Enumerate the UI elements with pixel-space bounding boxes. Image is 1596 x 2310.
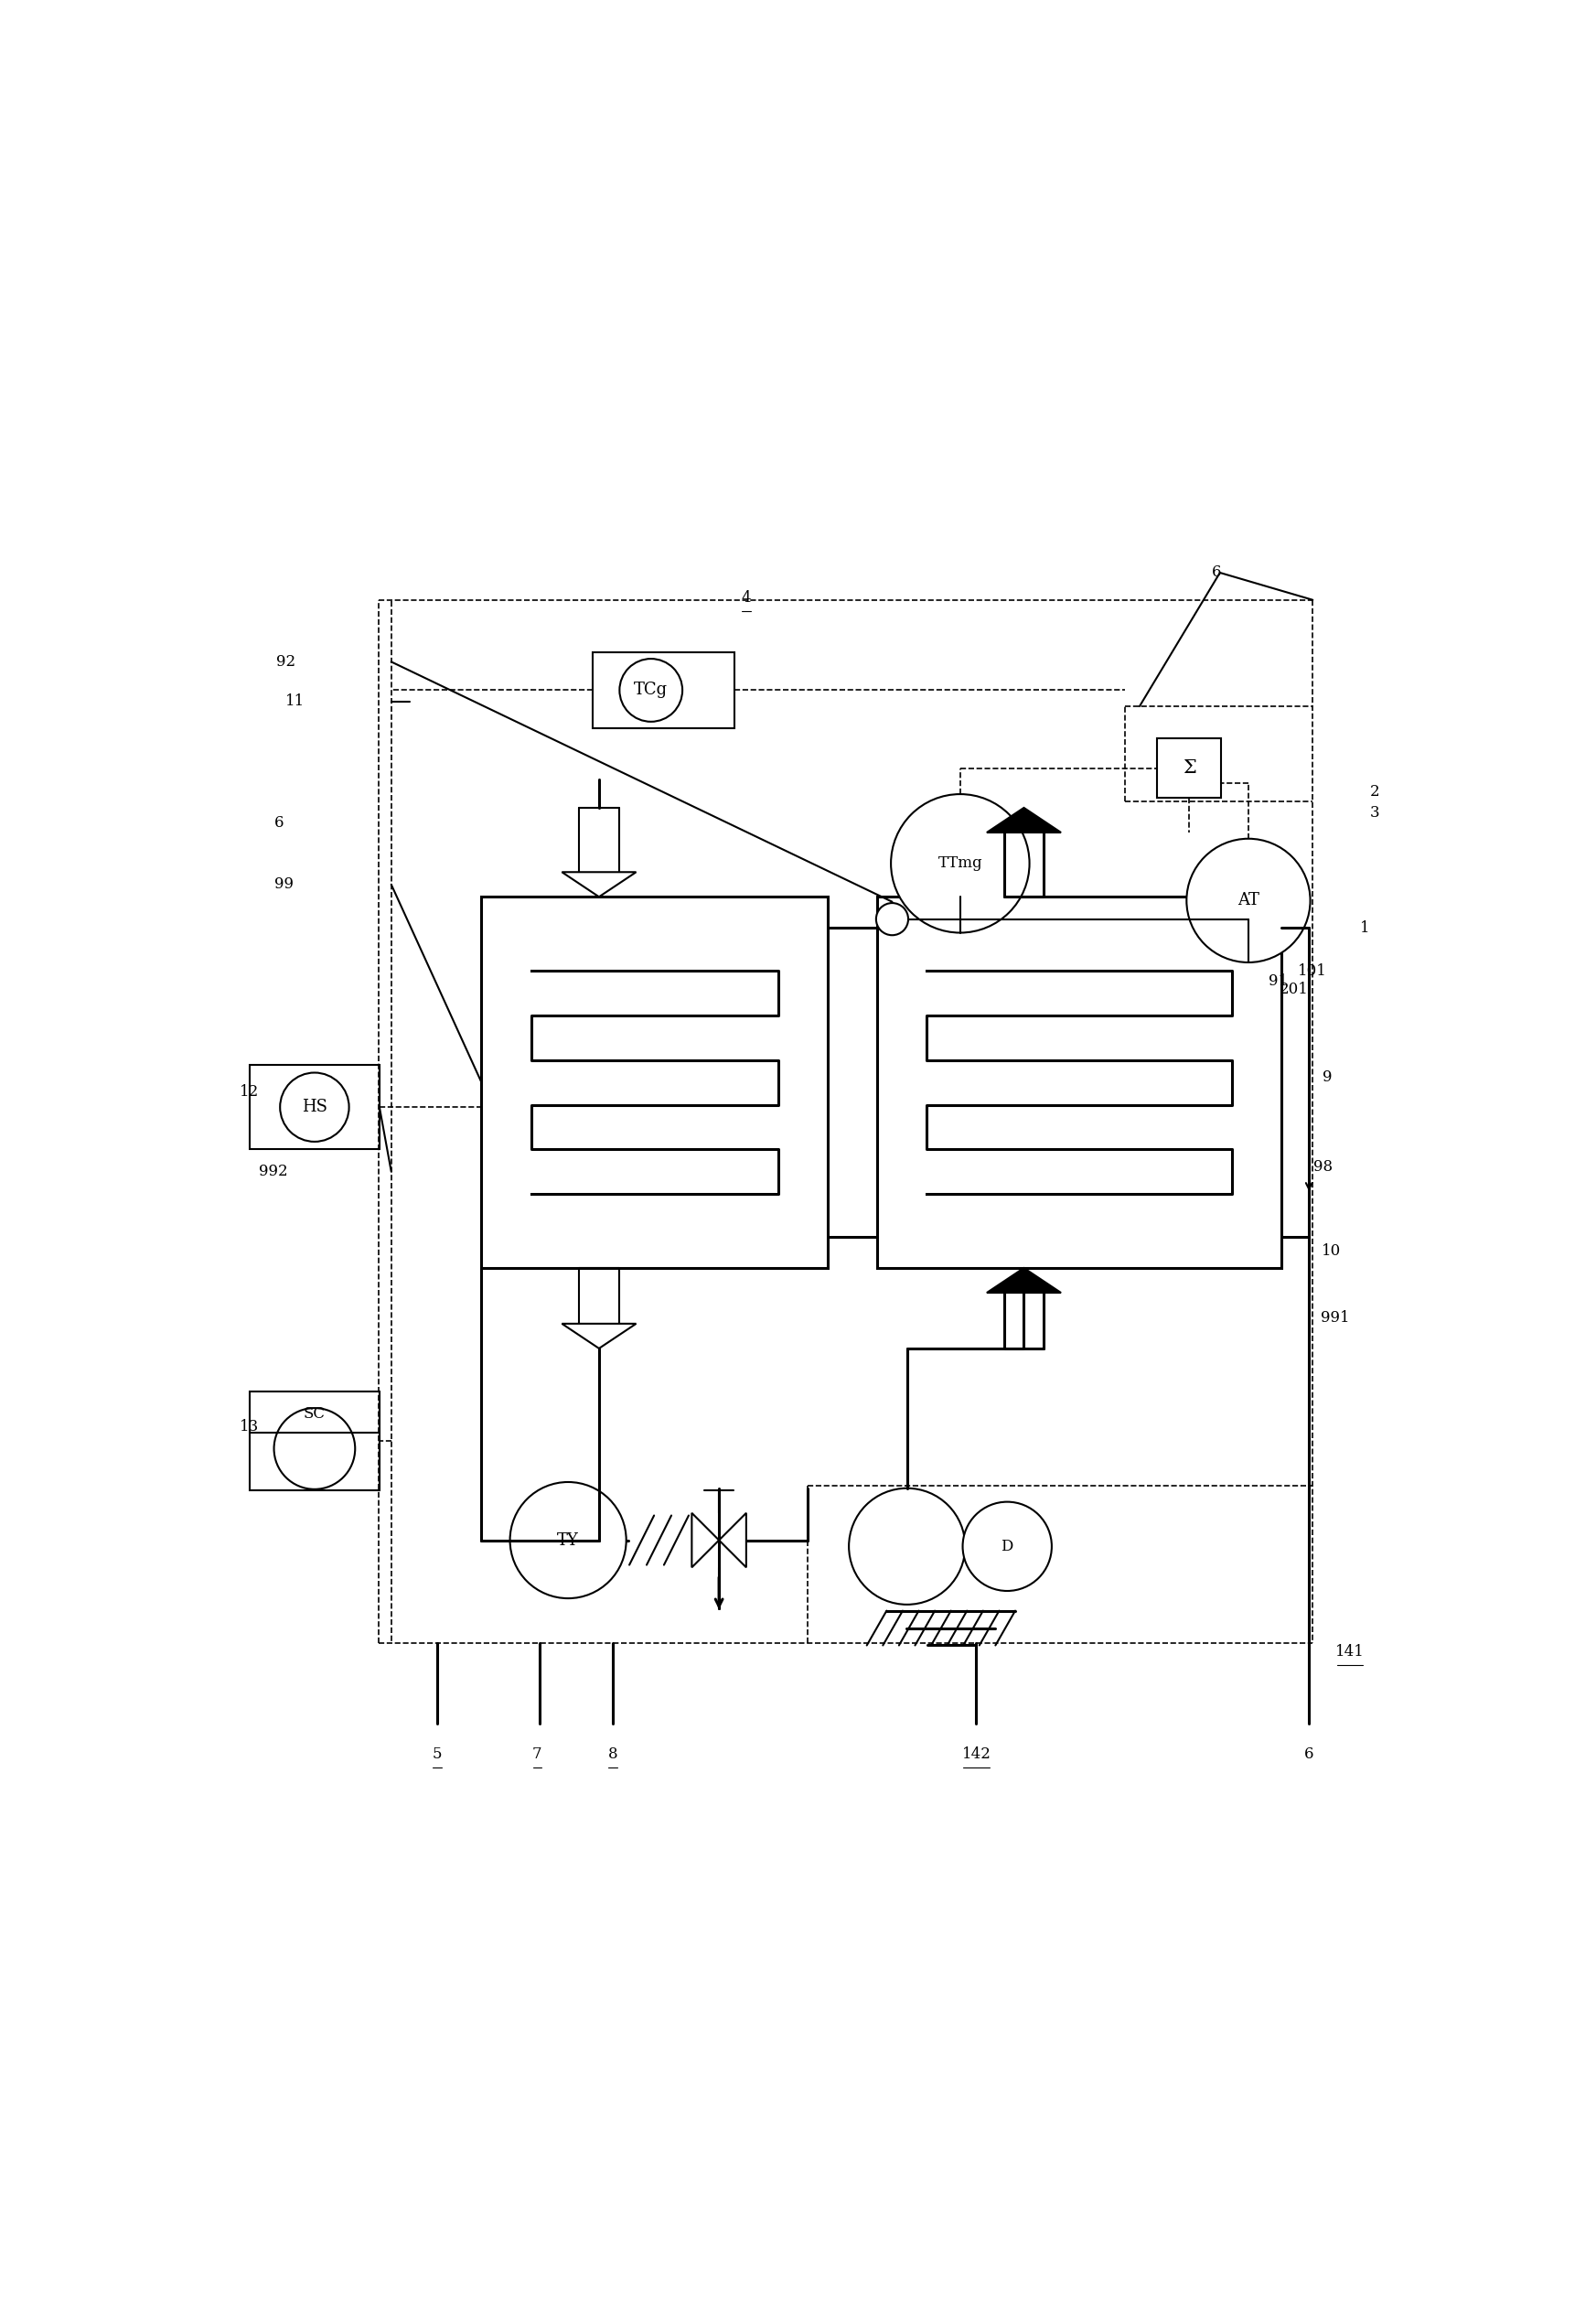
Text: 9: 9 [1323,1070,1333,1086]
Text: 12: 12 [239,1083,259,1100]
Circle shape [849,1488,966,1605]
Text: D: D [1001,1538,1013,1555]
Bar [592,651,734,728]
Text: 142: 142 [962,1746,991,1763]
Polygon shape [691,1513,718,1568]
Text: 3: 3 [1369,804,1379,820]
Text: 2: 2 [1369,783,1379,799]
Text: 8: 8 [608,1746,618,1763]
Bar [1157,739,1221,797]
Text: 101: 101 [1298,963,1328,979]
Text: 6: 6 [1211,566,1221,580]
Text: 6: 6 [275,815,284,829]
Text: 201: 201 [1280,982,1309,998]
Text: TCg: TCg [634,681,669,698]
Polygon shape [562,873,637,896]
Text: 99: 99 [275,878,294,892]
Text: 141: 141 [1336,1645,1365,1659]
Circle shape [279,1072,350,1141]
Text: 992: 992 [259,1164,289,1180]
Text: 98: 98 [1314,1160,1333,1173]
Text: 7: 7 [533,1746,543,1763]
Bar [249,1391,380,1490]
Text: 5: 5 [433,1746,442,1763]
Polygon shape [986,1268,1061,1294]
Polygon shape [986,808,1061,832]
Text: 6: 6 [1304,1746,1314,1763]
Bar [249,1065,380,1150]
Text: HS: HS [302,1100,327,1116]
Bar [878,896,1282,1268]
Text: 92: 92 [276,654,295,670]
Text: SC: SC [303,1407,326,1421]
Text: 13: 13 [239,1418,259,1435]
Text: 991: 991 [1320,1310,1350,1326]
Circle shape [511,1483,626,1599]
Circle shape [619,658,683,721]
Text: 10: 10 [1321,1243,1341,1259]
Text: 11: 11 [286,693,305,709]
Polygon shape [562,1324,637,1349]
Text: AT: AT [1237,892,1259,908]
Text: TY: TY [557,1532,579,1548]
Text: 91: 91 [1269,973,1288,989]
Circle shape [275,1409,354,1490]
Circle shape [1186,839,1310,963]
Bar [482,896,828,1268]
Text: Σ: Σ [1183,760,1195,776]
Polygon shape [718,1513,747,1568]
Text: 1: 1 [1360,919,1369,936]
Circle shape [962,1502,1052,1592]
Text: TTmg: TTmg [938,855,983,871]
Circle shape [891,795,1029,933]
Text: 4: 4 [742,589,752,605]
Circle shape [876,903,908,936]
